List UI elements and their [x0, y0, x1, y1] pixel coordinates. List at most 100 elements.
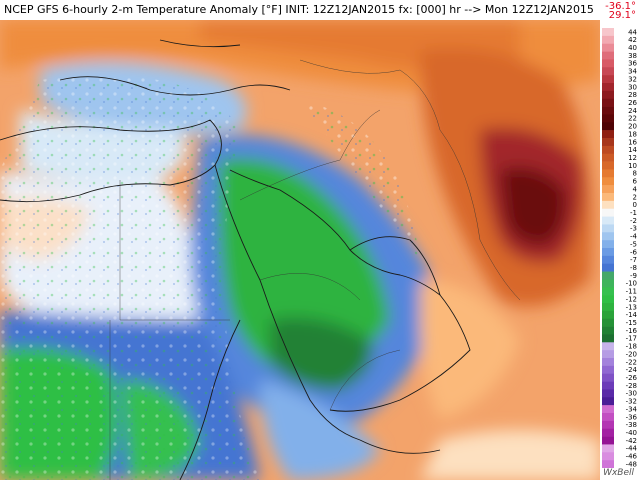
legend-label: 38	[628, 52, 637, 60]
legend-label: 18	[628, 130, 637, 138]
legend-label: 32	[628, 75, 637, 83]
legend-label: -32	[626, 398, 637, 406]
legend-label: -18	[626, 343, 637, 351]
legend-swatch	[602, 263, 614, 272]
legend-swatch	[602, 98, 614, 107]
legend-swatch	[602, 216, 614, 225]
legend-swatch	[602, 271, 614, 280]
legend-label: 30	[628, 83, 637, 91]
legend-label: 44	[628, 28, 637, 36]
legend-label: 26	[628, 99, 637, 107]
legend-swatch	[602, 436, 614, 445]
legend-swatch	[602, 365, 614, 375]
legend-swatch	[602, 106, 614, 115]
legend-swatch	[602, 240, 614, 249]
legend-swatch	[602, 255, 614, 265]
legend-label: 6	[633, 178, 638, 186]
legend-swatch	[602, 114, 614, 123]
legend-swatch	[602, 334, 614, 343]
legend-swatch	[602, 342, 614, 351]
legend-swatch	[602, 153, 614, 162]
legend-swatch	[602, 208, 614, 217]
legend-swatch	[602, 287, 614, 296]
wxbell-credit: WxBell	[603, 468, 634, 478]
legend-swatch	[602, 169, 614, 178]
country-borders	[109, 59, 521, 480]
legend-swatch	[602, 51, 614, 60]
legend-label: 28	[628, 91, 637, 99]
legend-swatch	[602, 397, 614, 406]
legend-label: -20	[626, 350, 637, 358]
legend-swatch	[602, 452, 614, 461]
legend-swatch	[602, 43, 614, 52]
legend-label: -6	[630, 248, 638, 256]
legend-label: -15	[626, 319, 637, 327]
legend-label: -3	[630, 225, 637, 233]
legend-label: 24	[628, 107, 637, 115]
legend-label: -40	[626, 429, 637, 437]
legend-label: 22	[628, 115, 637, 123]
legend-label: -2	[630, 217, 637, 225]
legend-label: -5	[630, 240, 637, 248]
legend-label: -17	[626, 335, 637, 343]
legend-label: -34	[626, 405, 638, 413]
legend-label: -13	[626, 303, 637, 311]
header-bar: NCEP GFS 6-hourly 2-m Temperature Anomal…	[0, 0, 640, 21]
temperature-anomaly-map	[0, 20, 600, 480]
legend-swatch	[602, 295, 614, 304]
legend-label: -36	[626, 413, 638, 421]
legend-label: -1	[630, 209, 637, 217]
legend-label: -16	[626, 327, 638, 335]
legend-label: 2	[633, 193, 637, 201]
legend-label: 0	[633, 201, 637, 209]
legend-label: -22	[626, 358, 637, 366]
legend-swatch	[602, 389, 614, 398]
color-legend: 4442403836343230282624222018161412108642…	[602, 28, 638, 468]
legend-label: -10	[626, 280, 637, 288]
legend-swatch	[602, 122, 614, 131]
legend-swatch	[602, 350, 614, 359]
legend-swatch	[602, 59, 614, 68]
legend-label: 16	[628, 138, 637, 146]
legend-label: -9	[630, 272, 637, 280]
legend-swatch	[602, 303, 614, 312]
legend-label: -14	[626, 311, 638, 319]
legend-label: 12	[628, 154, 637, 162]
legend-swatch	[602, 28, 614, 37]
legend-label: -8	[630, 264, 637, 272]
legend-swatch	[602, 279, 614, 288]
legend-swatch	[602, 318, 614, 327]
legend-swatch	[602, 428, 614, 437]
legend-label: -42	[626, 437, 637, 445]
legend-swatch	[602, 381, 614, 390]
legend-swatch	[602, 75, 614, 84]
legend-label: -24	[626, 366, 638, 374]
legend-swatch	[602, 83, 614, 92]
legend-swatch	[602, 460, 614, 468]
legend-swatch	[602, 373, 614, 382]
legend-swatch	[602, 310, 614, 320]
legend-label: -7	[630, 256, 637, 264]
legend-swatch	[602, 232, 614, 241]
legend-swatch	[602, 248, 614, 257]
legend-label: -4	[630, 233, 638, 241]
legend-label: -26	[626, 374, 638, 382]
legend-swatch	[602, 326, 614, 335]
legend-swatch	[602, 185, 614, 194]
coastlines	[0, 39, 471, 480]
legend-swatch	[602, 224, 614, 233]
legend-label: 4	[633, 185, 638, 193]
legend-swatch	[602, 444, 614, 453]
map-title: NCEP GFS 6-hourly 2-m Temperature Anomal…	[4, 3, 594, 16]
legend-swatch	[602, 200, 614, 210]
legend-label: 20	[628, 123, 637, 131]
legend-swatch	[602, 177, 614, 186]
legend-swatch	[602, 420, 614, 430]
legend-label: 34	[628, 68, 637, 76]
legend-label: 14	[628, 146, 637, 154]
legend-label: 40	[628, 44, 637, 52]
legend-label: -12	[626, 295, 637, 303]
legend-swatch	[602, 35, 614, 45]
legend-label: -48	[626, 460, 637, 468]
legend-label: -44	[626, 445, 638, 453]
